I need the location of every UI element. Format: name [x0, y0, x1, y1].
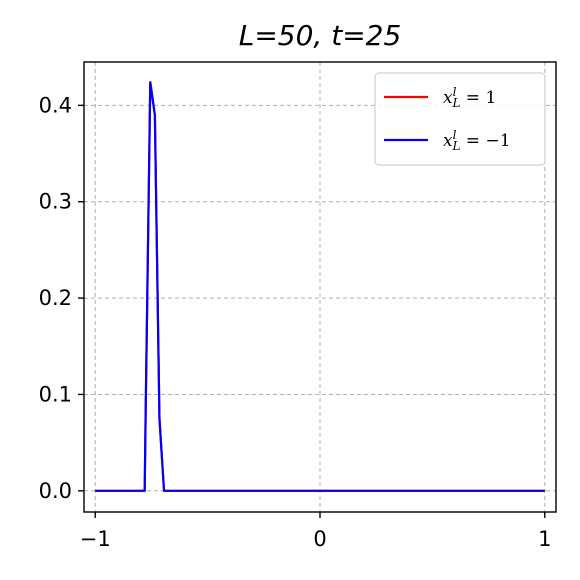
x-axis-ticks: −1 0 1: [80, 512, 551, 551]
legend-label-series-1: xl L = 1: [443, 85, 496, 110]
y-axis-ticks: 0.0 0.1 0.2 0.3 0.4: [39, 93, 84, 503]
legend: xl L = 1 xl L = −1: [374, 72, 546, 166]
x-tick-label: −1: [80, 527, 111, 551]
y-tick-label: 0.4: [39, 93, 72, 117]
x-tick-label: 1: [538, 527, 551, 551]
y-tick-label: 0.2: [39, 286, 72, 310]
chart-title: L=50, t=25: [239, 19, 402, 52]
series-line-2: [95, 81, 545, 492]
y-tick-label: 0.0: [39, 479, 72, 503]
y-tick-label: 0.1: [39, 382, 72, 406]
series-layer: [95, 81, 545, 492]
x-tick-label: 0: [313, 527, 326, 551]
y-tick-label: 0.3: [39, 190, 72, 214]
legend-label-series-2: xl L = −1: [443, 128, 511, 153]
